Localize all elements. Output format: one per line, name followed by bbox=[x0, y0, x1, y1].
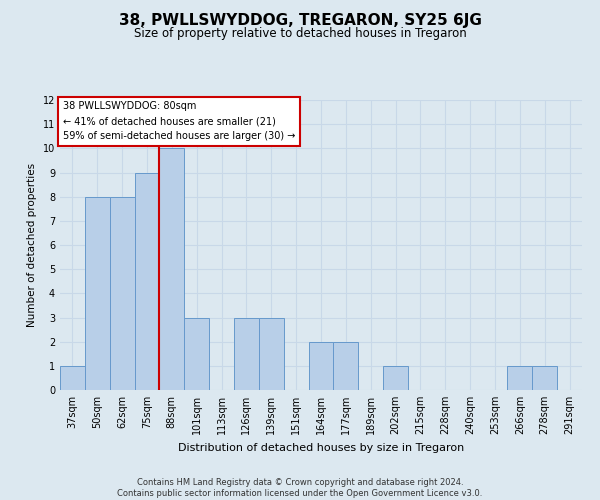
Text: Size of property relative to detached houses in Tregaron: Size of property relative to detached ho… bbox=[134, 28, 466, 40]
Bar bbox=[110, 196, 134, 390]
Bar bbox=[383, 366, 408, 390]
Bar bbox=[85, 196, 110, 390]
Bar bbox=[60, 366, 85, 390]
Bar bbox=[160, 148, 184, 390]
Text: 38, PWLLSWYDDOG, TREGARON, SY25 6JG: 38, PWLLSWYDDOG, TREGARON, SY25 6JG bbox=[119, 12, 481, 28]
Bar bbox=[334, 342, 358, 390]
Bar bbox=[259, 318, 284, 390]
Bar bbox=[134, 172, 160, 390]
Text: 38 PWLLSWYDDOG: 80sqm
← 41% of detached houses are smaller (21)
59% of semi-deta: 38 PWLLSWYDDOG: 80sqm ← 41% of detached … bbox=[62, 102, 295, 141]
Bar bbox=[234, 318, 259, 390]
Bar bbox=[532, 366, 557, 390]
Text: Contains HM Land Registry data © Crown copyright and database right 2024.
Contai: Contains HM Land Registry data © Crown c… bbox=[118, 478, 482, 498]
Bar bbox=[308, 342, 334, 390]
Bar bbox=[508, 366, 532, 390]
Bar bbox=[184, 318, 209, 390]
X-axis label: Distribution of detached houses by size in Tregaron: Distribution of detached houses by size … bbox=[178, 442, 464, 452]
Y-axis label: Number of detached properties: Number of detached properties bbox=[27, 163, 37, 327]
